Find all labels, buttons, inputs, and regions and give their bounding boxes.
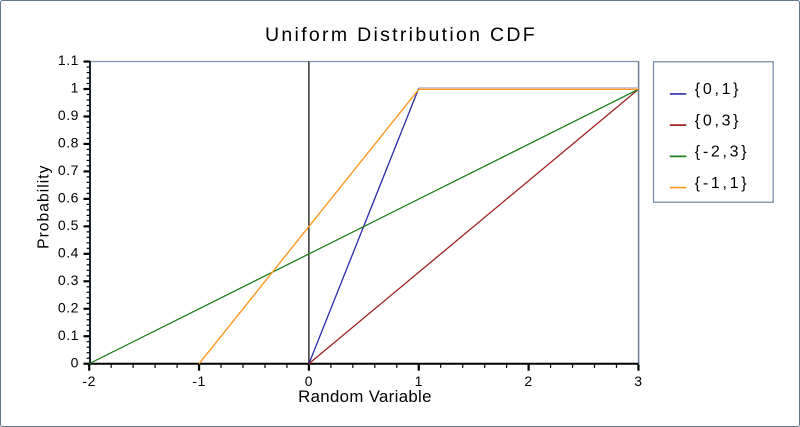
svg-text:0: 0 [305, 373, 313, 389]
svg-text:0.5: 0.5 [58, 217, 79, 233]
svg-text:-2: -2 [82, 373, 96, 389]
svg-text:0: 0 [71, 354, 79, 370]
svg-text:0.9: 0.9 [58, 107, 79, 123]
svg-text:1: 1 [415, 373, 423, 389]
svg-text:Random Variable: Random Variable [298, 387, 432, 406]
svg-text:Uniform Distribution CDF: Uniform Distribution CDF [265, 24, 537, 46]
svg-text:0.2: 0.2 [58, 299, 79, 315]
svg-text:2: 2 [524, 373, 532, 389]
svg-text:0.1: 0.1 [58, 327, 79, 343]
svg-text:0.7: 0.7 [58, 162, 79, 178]
svg-text:{0,3}: {0,3} [695, 112, 741, 129]
svg-text:0.8: 0.8 [58, 135, 79, 151]
svg-text:1.1: 1.1 [58, 52, 79, 68]
svg-text:{-2,3}: {-2,3} [695, 144, 749, 161]
svg-text:0.4: 0.4 [58, 244, 79, 260]
svg-text:0.3: 0.3 [58, 272, 79, 288]
svg-text:3: 3 [634, 373, 642, 389]
svg-text:1: 1 [71, 80, 79, 96]
svg-text:{0,1}: {0,1} [695, 81, 741, 98]
svg-text:-1: -1 [192, 373, 206, 389]
svg-text:0.6: 0.6 [58, 189, 79, 205]
svg-text:{-1,1}: {-1,1} [695, 175, 749, 192]
svg-text:Probability: Probability [36, 165, 53, 249]
